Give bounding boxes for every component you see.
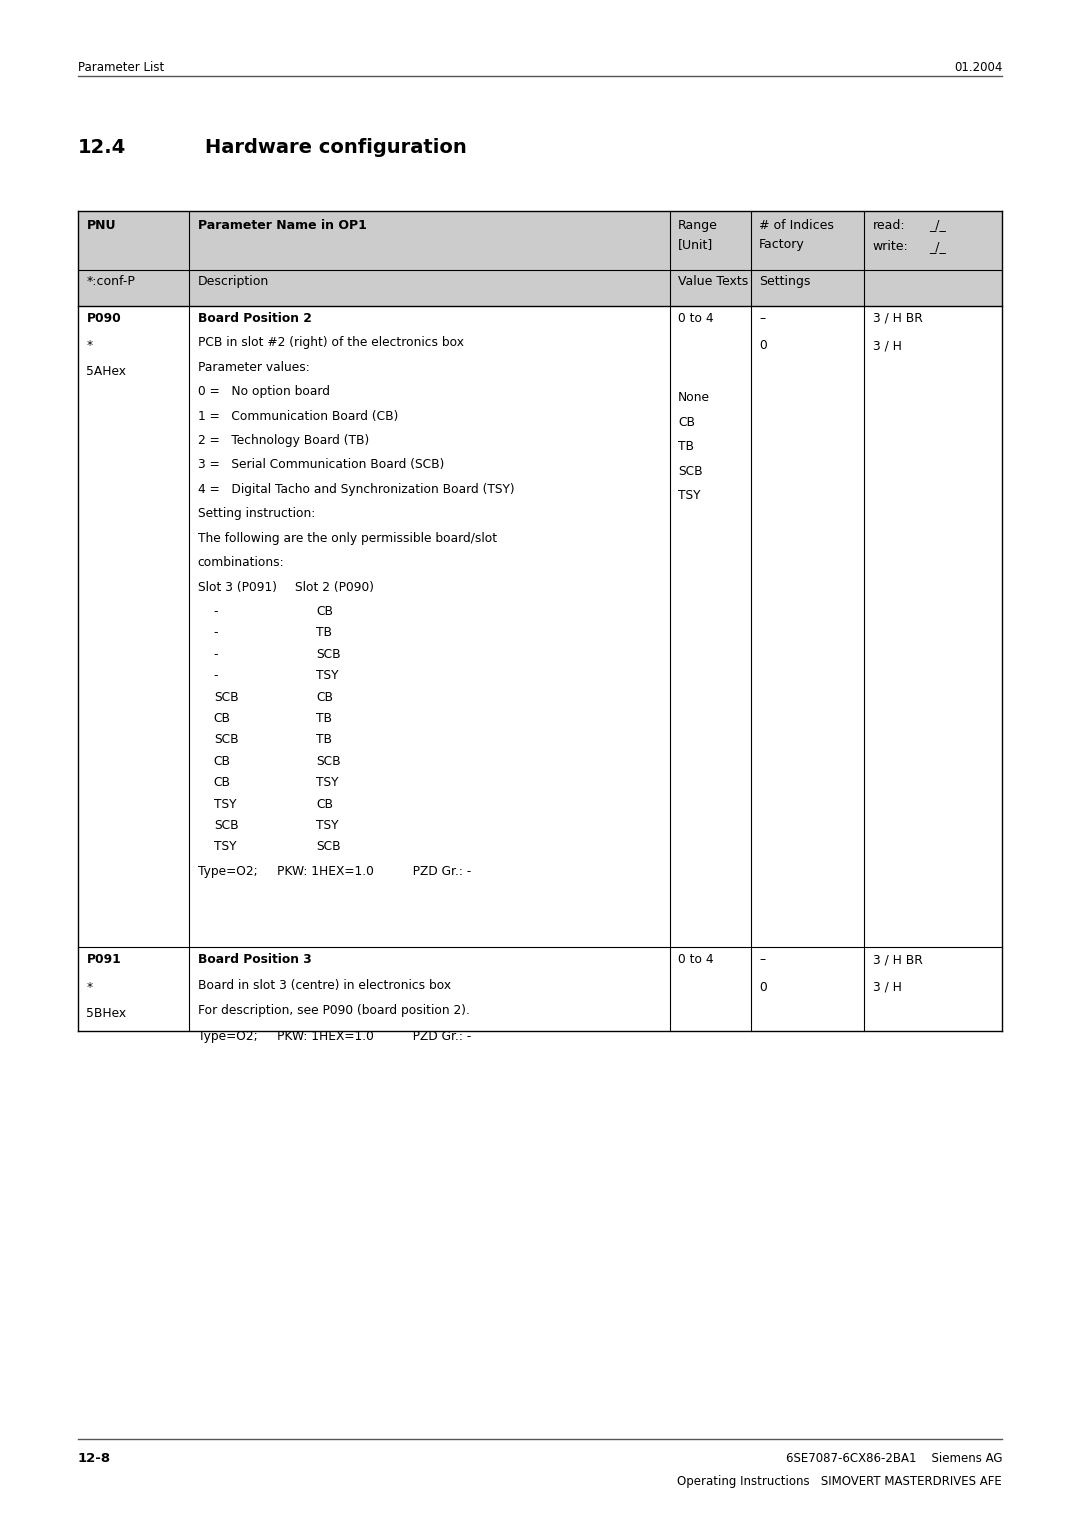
Text: 3 / H BR: 3 / H BR <box>873 953 922 967</box>
Text: TSY: TSY <box>214 840 237 854</box>
Text: Parameter Name in OP1: Parameter Name in OP1 <box>198 219 366 232</box>
Text: 3 =   Serial Communication Board (SCB): 3 = Serial Communication Board (SCB) <box>198 458 444 472</box>
Text: TB: TB <box>316 626 333 640</box>
Text: combinations:: combinations: <box>198 556 284 570</box>
Bar <box>78 211 1002 306</box>
Text: *: * <box>86 981 93 995</box>
Text: The following are the only permissible board/slot: The following are the only permissible b… <box>198 532 497 545</box>
Text: Factory: Factory <box>759 238 805 252</box>
Text: 4 =   Digital Tacho and Synchronization Board (TSY): 4 = Digital Tacho and Synchronization Bo… <box>198 483 514 497</box>
Text: read:: read: <box>873 219 905 232</box>
Text: write:: write: <box>873 240 908 254</box>
Text: Slot 2 (P090): Slot 2 (P090) <box>295 581 374 594</box>
Text: _/_: _/_ <box>929 240 946 254</box>
Text: CB: CB <box>214 712 231 726</box>
Text: 0: 0 <box>759 339 767 353</box>
Text: 3 / H: 3 / H <box>873 981 902 995</box>
Text: Parameter List: Parameter List <box>78 61 164 75</box>
Text: _/_: _/_ <box>929 219 946 232</box>
Text: Board Position 2: Board Position 2 <box>198 312 311 325</box>
Text: TSY: TSY <box>678 489 701 503</box>
Text: TSY: TSY <box>316 669 339 683</box>
Text: Board in slot 3 (centre) in electronics box: Board in slot 3 (centre) in electronics … <box>198 979 450 993</box>
Text: Value Texts: Value Texts <box>678 275 748 289</box>
Text: TB: TB <box>316 733 333 747</box>
Text: Setting instruction:: Setting instruction: <box>198 507 315 521</box>
Text: 0 =   No option board: 0 = No option board <box>198 385 329 399</box>
Text: CB: CB <box>316 605 334 619</box>
Text: 1 =   Communication Board (CB): 1 = Communication Board (CB) <box>198 410 399 423</box>
Text: Type=O2;     PKW: 1HEX=1.0          PZD Gr.: -: Type=O2; PKW: 1HEX=1.0 PZD Gr.: - <box>198 865 471 879</box>
Text: SCB: SCB <box>316 755 341 769</box>
Text: 2 =   Technology Board (TB): 2 = Technology Board (TB) <box>198 434 369 448</box>
Text: 5AHex: 5AHex <box>86 365 126 379</box>
Text: Range: Range <box>678 219 718 232</box>
Text: SCB: SCB <box>316 648 341 662</box>
Text: Slot 3 (P091): Slot 3 (P091) <box>198 581 276 594</box>
Text: CB: CB <box>214 776 231 790</box>
Text: Parameter values:: Parameter values: <box>198 361 309 374</box>
Text: Board Position 3: Board Position 3 <box>198 953 311 967</box>
Text: 3 / H: 3 / H <box>873 339 902 353</box>
Text: 0 to 4: 0 to 4 <box>678 953 714 967</box>
Text: 12.4: 12.4 <box>78 138 126 156</box>
Text: Type=O2;     PKW: 1HEX=1.0          PZD Gr.: -: Type=O2; PKW: 1HEX=1.0 PZD Gr.: - <box>198 1030 471 1044</box>
Text: Settings: Settings <box>759 275 811 289</box>
Text: 3 / H BR: 3 / H BR <box>873 312 922 325</box>
Text: TSY: TSY <box>316 776 339 790</box>
Text: 0 to 4: 0 to 4 <box>678 312 714 325</box>
Text: TSY: TSY <box>316 819 339 833</box>
Text: 12-8: 12-8 <box>78 1452 111 1465</box>
Text: P091: P091 <box>86 953 121 967</box>
Text: SCB: SCB <box>316 840 341 854</box>
Text: CB: CB <box>316 691 334 704</box>
Text: [Unit]: [Unit] <box>678 238 714 252</box>
Text: –: – <box>759 312 766 325</box>
Text: SCB: SCB <box>678 465 703 478</box>
Text: -: - <box>214 648 218 662</box>
Text: TB: TB <box>316 712 333 726</box>
Text: P090: P090 <box>86 312 121 325</box>
Text: 6SE7087-6CX86-2BA1    Siemens AG: 6SE7087-6CX86-2BA1 Siemens AG <box>786 1452 1002 1465</box>
Text: Operating Instructions   SIMOVERT MASTERDRIVES AFE: Operating Instructions SIMOVERT MASTERDR… <box>677 1475 1002 1488</box>
Text: -: - <box>214 626 218 640</box>
Text: –: – <box>759 953 766 967</box>
Text: CB: CB <box>214 755 231 769</box>
Text: CB: CB <box>316 798 334 811</box>
Text: 0: 0 <box>759 981 767 995</box>
Text: None: None <box>678 391 711 405</box>
Text: *: * <box>86 339 93 353</box>
Text: 5BHex: 5BHex <box>86 1007 126 1021</box>
Text: SCB: SCB <box>214 819 239 833</box>
Text: CB: CB <box>678 416 696 429</box>
Text: *:conf-P: *:conf-P <box>86 275 135 289</box>
Text: # of Indices: # of Indices <box>759 219 834 232</box>
Text: PNU: PNU <box>86 219 116 232</box>
Text: SCB: SCB <box>214 691 239 704</box>
Text: TSY: TSY <box>214 798 237 811</box>
Text: SCB: SCB <box>214 733 239 747</box>
Text: Description: Description <box>198 275 269 289</box>
Text: 01.2004: 01.2004 <box>954 61 1002 75</box>
Text: PCB in slot #2 (right) of the electronics box: PCB in slot #2 (right) of the electronic… <box>198 336 463 350</box>
Text: For description, see P090 (board position 2).: For description, see P090 (board positio… <box>198 1004 470 1018</box>
Text: -: - <box>214 669 218 683</box>
Text: -: - <box>214 605 218 619</box>
Text: Hardware configuration: Hardware configuration <box>205 138 467 156</box>
Text: TB: TB <box>678 440 694 454</box>
